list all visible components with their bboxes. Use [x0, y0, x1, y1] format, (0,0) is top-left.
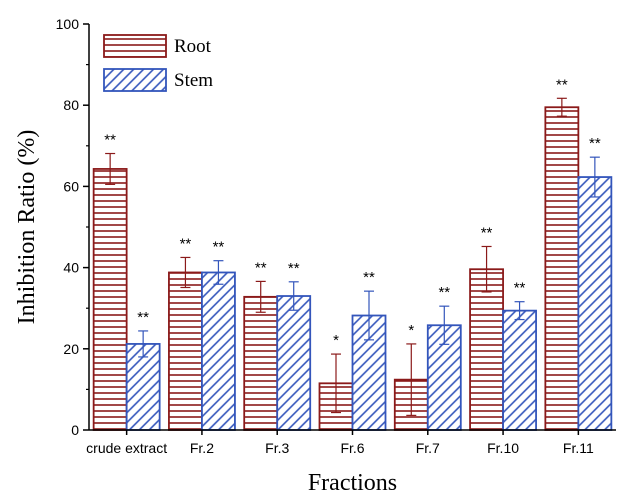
bar-stem-0 — [125, 343, 161, 431]
y-tick-label: 0 — [71, 422, 79, 438]
error-bar-root-0 — [105, 152, 116, 185]
legend: Root Stem — [103, 34, 213, 92]
y-tick-label: 20 — [63, 341, 79, 357]
significance-label-stem-1: ** — [213, 239, 225, 256]
significance-label-stem-4: ** — [438, 284, 450, 301]
y-axis-title: Inhibition Ratio (%) — [14, 130, 40, 325]
x-tick-label: Fr.10 — [487, 440, 519, 456]
bar-stem-1 — [201, 271, 236, 431]
axes: 0 20 40 60 80 100 crude extract Fr.2 Fr.3 Fr.6 Fr.… — [56, 16, 616, 456]
error-bar-root-5 — [481, 245, 492, 293]
bar-root-1 — [168, 271, 203, 431]
legend-item-stem: Stem — [103, 68, 213, 92]
x-tick-label: Fr.2 — [190, 440, 214, 456]
x-axis-title: Fractions — [308, 470, 397, 496]
error-bar-stem-0 — [138, 330, 149, 358]
x-tick-label: Fr.3 — [265, 440, 289, 456]
significance-label-stem-0: ** — [137, 309, 149, 326]
significance-label-stem-2: ** — [288, 260, 300, 277]
significance-label-stem-6: ** — [589, 135, 601, 152]
x-tick-label: Fr.6 — [340, 440, 364, 456]
plot-area: ****** **** **************** — [92, 76, 613, 431]
significance-label-root-3: * — [333, 332, 339, 349]
error-bar-root-4 — [406, 343, 417, 416]
error-bar-stem-4 — [439, 305, 450, 345]
x-tick-label: Fr.7 — [416, 440, 440, 456]
legend-swatch — [103, 68, 167, 92]
bar-root-0 — [92, 168, 128, 431]
error-bar-root-6 — [556, 97, 567, 117]
bar-root-2 — [243, 295, 279, 431]
y-tick-label: 80 — [63, 97, 79, 113]
x-tick-label: crude extract — [86, 440, 167, 456]
error-bar-stem-3 — [364, 290, 374, 341]
legend-item-root: Root — [103, 34, 212, 58]
significance-label-root-1: ** — [180, 235, 192, 252]
y-tick-label: 60 — [63, 178, 79, 194]
error-bar-stem-1 — [213, 260, 224, 285]
bar-stem-2 — [276, 295, 312, 431]
y-tick-label: 40 — [63, 260, 79, 276]
significance-label-root-0: ** — [104, 132, 116, 149]
legend-label: Root — [174, 36, 212, 57]
significance-label-stem-3: ** — [363, 269, 375, 286]
error-bar-stem-6 — [589, 156, 600, 198]
bar-root-6 — [544, 106, 580, 431]
bar-stem-6 — [577, 176, 613, 431]
error-bar-root-3 — [331, 353, 341, 414]
error-bar-stem-2 — [288, 281, 299, 311]
error-bar-root-2 — [255, 280, 266, 313]
significance-label-root-6: ** — [556, 76, 568, 93]
y-tick-label: 100 — [56, 16, 80, 32]
legend-swatch — [103, 34, 167, 58]
significance-label-root-2: ** — [255, 259, 267, 276]
significance-label-root-4: * — [408, 322, 414, 339]
error-bar-root-1 — [180, 256, 191, 289]
legend-label: Stem — [174, 70, 213, 91]
significance-label-stem-5: ** — [514, 280, 526, 297]
error-bar-stem-5 — [514, 301, 525, 321]
bar-stem-5 — [502, 309, 537, 431]
bar-root-5 — [469, 268, 504, 431]
significance-label-root-5: ** — [481, 224, 493, 241]
x-tick-label: Fr.11 — [563, 440, 594, 456]
